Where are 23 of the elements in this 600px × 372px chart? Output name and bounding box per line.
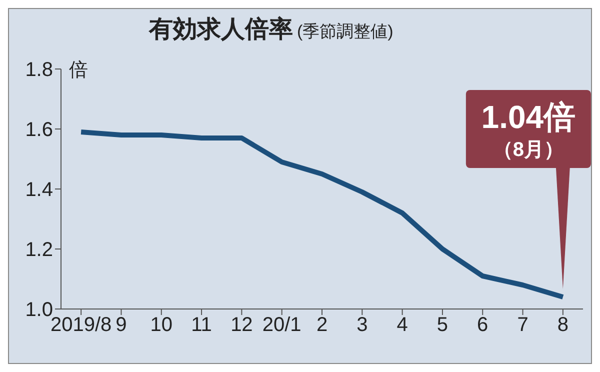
x-tick-label: 3 [356, 314, 368, 336]
x-tick-label: 6 [477, 314, 488, 336]
y-tick-label: 1.2 [25, 239, 53, 262]
x-tick-label: 10 [150, 314, 173, 336]
y-tick-label: 1.0 [25, 299, 53, 322]
x-tick-label: 20/1 [262, 314, 302, 336]
x-tick-label: 12 [230, 314, 253, 336]
x-tick-label: 9 [116, 314, 127, 336]
x-tick-label: 2 [316, 314, 328, 336]
callout-box: 1.04倍（8月） [466, 90, 591, 289]
annotation: 1.04倍（8月） [481, 99, 576, 161]
y-tick-label: 1.8 [25, 59, 53, 82]
y-tick-label: 1.4 [25, 179, 53, 202]
chart-title: 有効求人倍率 [149, 15, 293, 45]
y-tick-label: 1.6 [25, 119, 53, 142]
x-tick-label: 8 [557, 314, 568, 336]
chart-subtitle: (季節調整値) [297, 21, 394, 43]
x-tick-label: 11 [191, 314, 212, 336]
x-tick-label: 7 [517, 314, 528, 336]
x-tick-label: 2019/8 [50, 314, 112, 336]
x-tick-label: 4 [396, 314, 408, 336]
x-tick-label: 5 [436, 314, 448, 336]
y-axis-title: 倍 [69, 59, 88, 83]
